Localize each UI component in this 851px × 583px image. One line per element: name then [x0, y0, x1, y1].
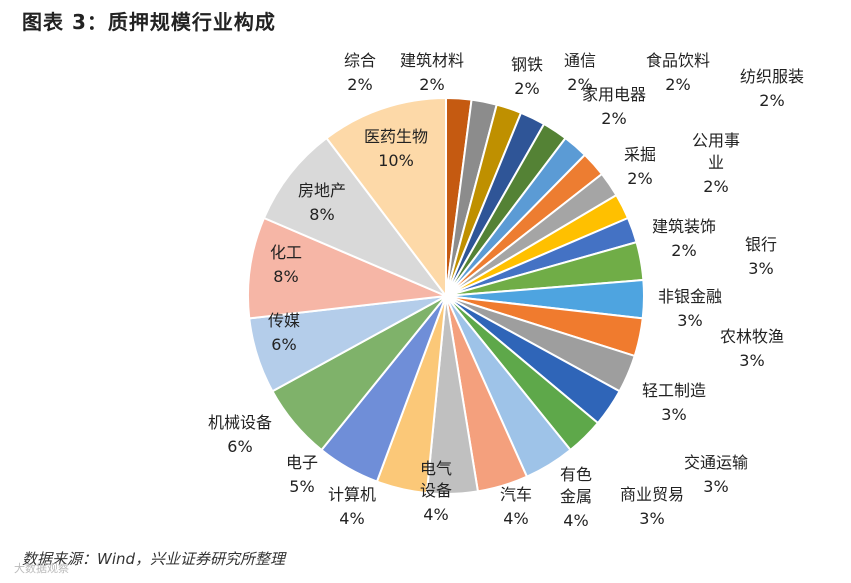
slice-value-9: 2% [703, 177, 728, 196]
chart-title: 图表 3：质押规模行业构成 [22, 10, 276, 34]
slice-label-14: 轻工制造 [642, 381, 706, 400]
slice-label-12: 非银金融 [658, 287, 722, 306]
slice-value-24: 8% [273, 267, 298, 286]
slice-label-19: 电气设备 [420, 459, 452, 500]
slice-label-2: 建筑材料 [400, 51, 464, 70]
slice-value-6: 2% [759, 91, 784, 110]
slice-label-11: 银行 [745, 235, 777, 254]
slice-value-11: 3% [748, 259, 773, 278]
slice-label-8: 采掘 [624, 145, 656, 164]
slice-value-22: 6% [227, 437, 252, 456]
slice-label-25: 房地产 [298, 181, 346, 200]
slice-label-24: 化工 [270, 243, 302, 262]
slice-label-17: 有色金属 [560, 465, 592, 506]
source-note: 数据来源：Wind，兴业证券研究所整理 [22, 550, 286, 568]
slice-label-13: 农林牧渔 [720, 327, 784, 346]
slice-label-22: 机械设备 [208, 413, 272, 432]
slice-value-23: 6% [271, 335, 296, 354]
slice-value-20: 4% [339, 509, 364, 528]
slice-value-17: 4% [563, 511, 588, 530]
pie-slice-25 [262, 136, 450, 299]
slice-value-5: 2% [665, 75, 690, 94]
slice-value-1: 2% [347, 75, 372, 94]
slice-value-3: 2% [514, 79, 539, 98]
slice-label-23: 传媒 [268, 311, 300, 330]
slice-value-12: 3% [677, 311, 702, 330]
slice-label-10: 建筑装饰 [652, 217, 716, 236]
slice-value-2: 2% [419, 75, 444, 94]
slice-value-21: 5% [289, 477, 314, 496]
slice-label-15: 交通运输 [684, 453, 748, 472]
slice-label-4: 通信 [564, 51, 596, 70]
slice-value-10: 2% [671, 241, 696, 260]
slice-value-15: 3% [703, 477, 728, 496]
slice-label-26: 医药生物 [364, 127, 428, 146]
slice-label-3: 钢铁 [511, 55, 543, 74]
slice-label-6: 纺织服装 [740, 67, 804, 86]
slice-value-7: 2% [601, 109, 626, 128]
slice-value-26: 10% [378, 151, 414, 170]
watermark-text: 大数据观察 [14, 562, 69, 575]
pie-slice-26 [325, 96, 447, 299]
pie-slice-24 [247, 216, 450, 320]
slice-label-5: 食品饮料 [646, 51, 710, 70]
slice-value-16: 3% [639, 509, 664, 528]
slice-value-14: 3% [661, 405, 686, 424]
slice-value-25: 8% [309, 205, 334, 224]
slice-label-20: 计算机 [328, 485, 376, 504]
slice-label-21: 电子 [286, 453, 318, 472]
slice-label-16: 商业贸易 [620, 485, 684, 504]
slice-value-8: 2% [627, 169, 652, 188]
slice-value-19: 4% [423, 505, 448, 524]
slice-label-18: 汽车 [500, 485, 532, 504]
slice-label-1: 综合 [344, 51, 376, 70]
slice-value-18: 4% [503, 509, 528, 528]
slice-value-4: 2% [567, 75, 592, 94]
slice-label-9: 公用事业 [692, 131, 740, 172]
slice-label-7: 家用电器 [582, 85, 646, 104]
slice-value-13: 3% [739, 351, 764, 370]
